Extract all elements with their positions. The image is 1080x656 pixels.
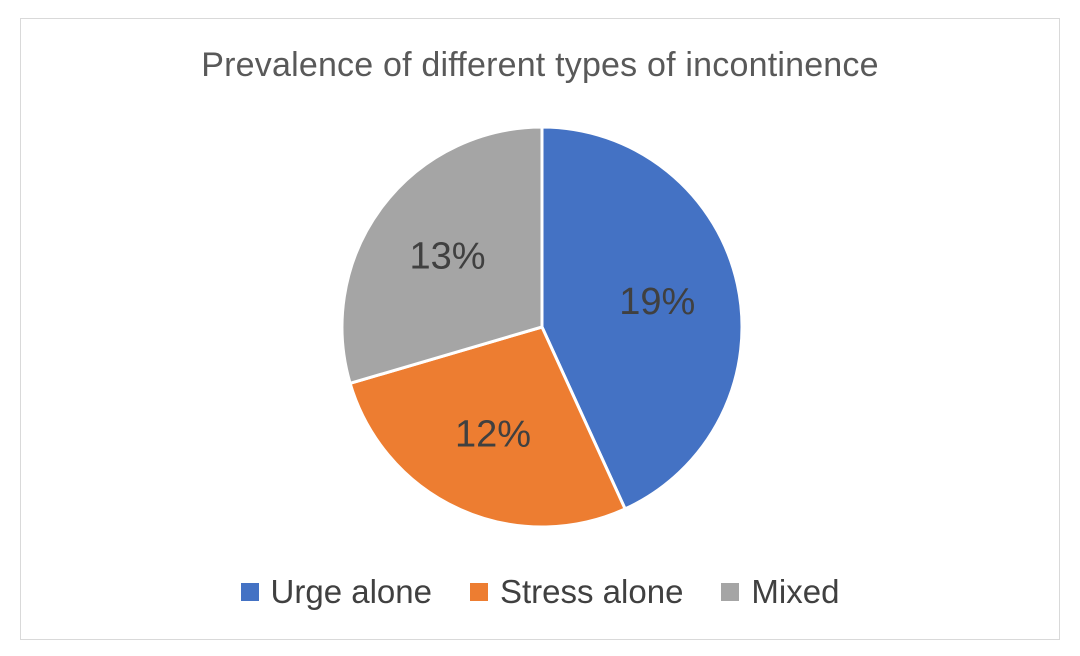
pie-data-labels: 19% 12% 13% [410,235,696,455]
legend-item-stress-alone: Stress alone [469,573,684,611]
data-label-mixed: 13% [410,235,486,277]
legend-swatch-urge-alone [240,583,259,601]
legend-label-mixed: Mixed [751,573,840,610]
data-label-stress-alone: 12% [455,413,531,455]
legend-label-urge-alone: Urge alone [270,573,432,610]
legend-item-mixed: Mixed [721,573,839,611]
pie-slice-mixed [340,125,544,385]
pie-slice-stress-alone [348,325,627,529]
legend-item-urge-alone: Urge alone [240,573,432,611]
legend-label-stress-alone: Stress alone [499,573,684,610]
legend: Urge alone Stress alone Mixed [0,573,1080,611]
legend-swatch-stress-alone [469,583,488,601]
pie-slices [340,125,744,529]
legend-swatch-mixed [721,583,740,601]
data-label-urge-alone: 19% [619,281,695,323]
pie-slice-urge-alone [540,125,744,511]
chart-title: Prevalence of different types of inconti… [201,46,879,84]
